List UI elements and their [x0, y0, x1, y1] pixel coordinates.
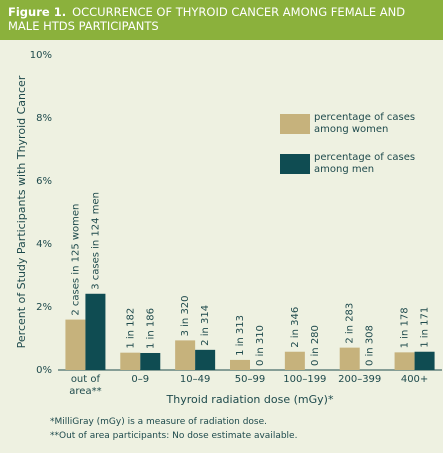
value-label: 1 in 178	[400, 307, 411, 348]
footnote: *MilliGray (mGy) is a measure of radiati…	[50, 417, 268, 427]
bar	[85, 293, 106, 370]
x-axis-title: Thyroid radiation dose (mGy)*	[166, 393, 334, 406]
chart-title: OCCURRENCE OF THYROID CANCER AMONG FEMAL…	[8, 5, 406, 33]
legend-swatch	[280, 154, 310, 174]
value-label: 0 in 310	[255, 325, 266, 366]
x-tick-label: 100–199	[283, 374, 327, 385]
y-tick-label: 10%	[30, 50, 52, 61]
bar	[339, 347, 360, 370]
bar	[394, 352, 415, 370]
y-axis-title: Percent of Study Participants with Thyro…	[15, 75, 28, 348]
bar	[284, 351, 305, 370]
legend-swatch	[280, 114, 310, 134]
y-tick-label: 4%	[36, 239, 52, 250]
y-tick-label: 0%	[36, 365, 52, 376]
header: Figure 1. OCCURRENCE OF THYROID CANCER AM…	[0, 0, 443, 40]
value-label: 2 cases in 125 women	[70, 204, 81, 316]
footnote: **Out of area participants: No dose esti…	[50, 431, 298, 441]
value-label: 2 in 283	[345, 303, 356, 344]
bar	[140, 352, 161, 370]
value-label: 1 in 182	[125, 308, 136, 349]
figure-label: Figure 1.	[8, 5, 67, 19]
bar	[175, 340, 196, 370]
value-label: 1 in 186	[145, 308, 156, 349]
bar	[65, 319, 86, 370]
value-label: 0 in 280	[310, 325, 321, 366]
value-label: 2 in 314	[200, 305, 211, 346]
y-tick-label: 2%	[36, 302, 52, 313]
x-tick-label: 10–49	[179, 374, 211, 385]
value-label: 2 in 346	[290, 307, 301, 348]
x-tick-label: out of area**	[69, 374, 102, 397]
value-label: 0 in 308	[365, 325, 376, 366]
y-tick-label: 6%	[36, 176, 52, 187]
value-label: 1 in 313	[235, 315, 246, 356]
bar	[230, 359, 250, 370]
x-tick-label: 200–399	[338, 374, 382, 385]
bar	[195, 349, 216, 370]
value-label: 3 cases in 124 men	[90, 192, 101, 290]
bar	[120, 352, 141, 370]
y-tick-label: 8%	[36, 113, 52, 124]
bar	[414, 351, 435, 370]
x-tick-label: 50–99	[234, 374, 266, 385]
legend-label: percentage of cases among men	[314, 152, 416, 175]
value-label: 3 in 320	[180, 295, 191, 336]
legend-label: percentage of cases among women	[314, 112, 416, 135]
x-tick-label: 0–9	[131, 374, 150, 385]
value-label: 1 in 171	[420, 307, 431, 348]
x-tick-label: 400+	[400, 374, 429, 385]
